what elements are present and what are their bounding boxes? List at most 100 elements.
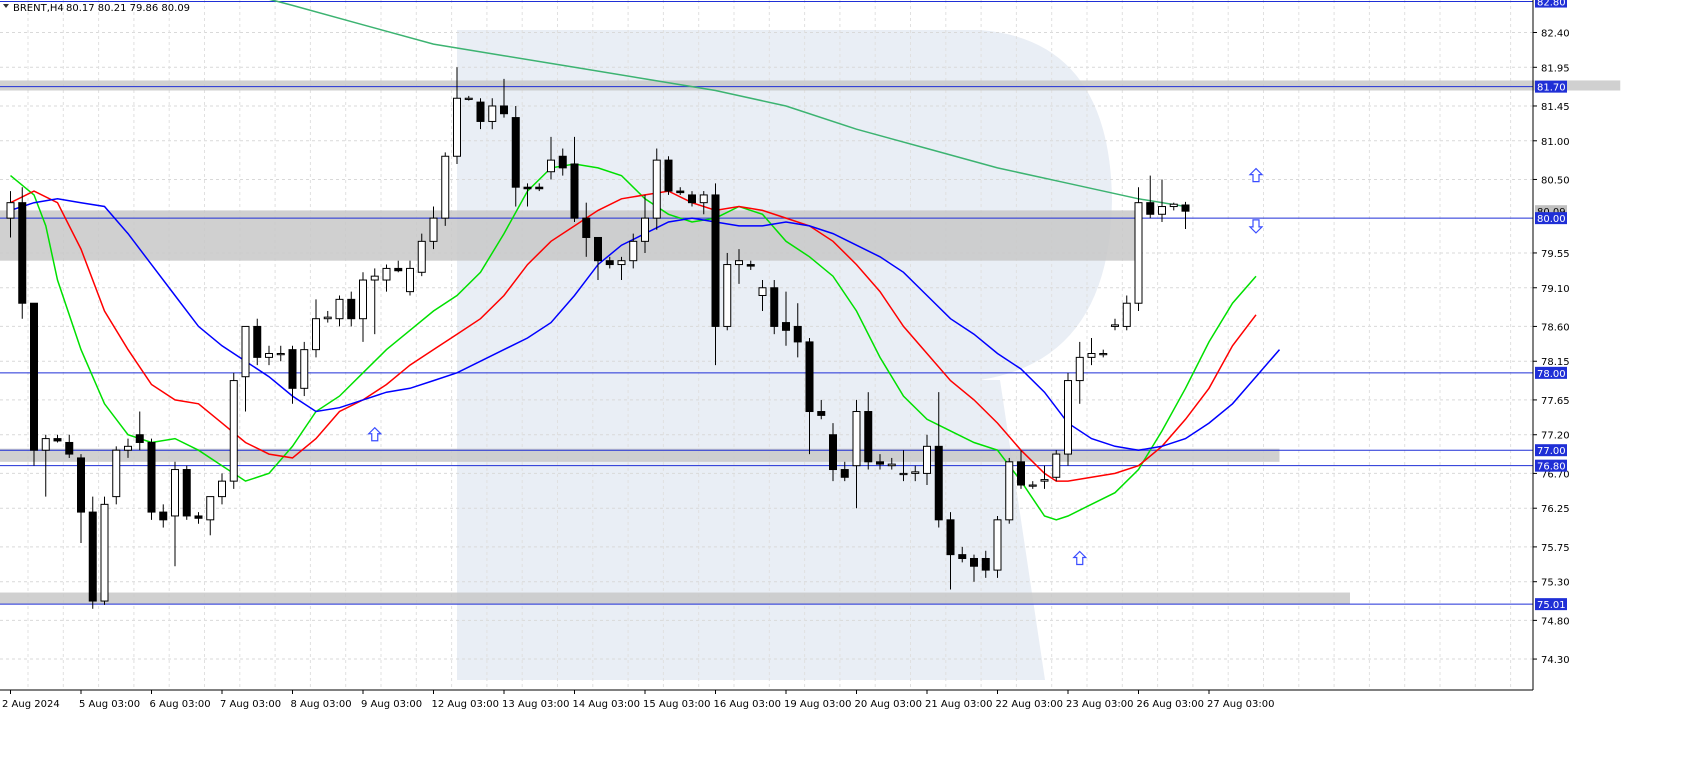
bull-candle [852, 411, 861, 467]
bear-candle [864, 411, 873, 463]
bull-candle [735, 260, 743, 266]
bear-candle [53, 438, 62, 442]
price-zone [0, 210, 1139, 261]
y-tick-label: 75.30 [1541, 578, 1570, 589]
bear-candle [394, 267, 403, 272]
bear-candle [30, 302, 38, 451]
bear-candle [253, 325, 262, 358]
symbol-label: BRENT,H4 [13, 3, 64, 14]
bear-candle [876, 461, 884, 465]
bull-candle [1158, 206, 1166, 215]
bear-candle [958, 554, 967, 559]
bull-candle [300, 349, 309, 389]
bear-candle [1146, 202, 1155, 215]
bull-candle [993, 519, 1002, 571]
price-zone [0, 448, 1280, 462]
bear-candle [805, 341, 814, 413]
x-tick-label: 12 Aug 03:00 [432, 699, 499, 710]
bear-candle [194, 515, 203, 519]
x-tick-label: 7 Aug 03:00 [220, 699, 281, 710]
bull-candle [406, 267, 414, 293]
bull-candle [652, 159, 661, 219]
bull-candle [359, 279, 367, 320]
arrow-up-icon [367, 426, 383, 442]
x-tick-label: 22 Aug 03:00 [996, 699, 1063, 710]
bull-candle [218, 480, 226, 498]
x-tick-label: 26 Aug 03:00 [1137, 699, 1204, 710]
bear-candle [65, 441, 74, 455]
bull-candle [382, 267, 391, 281]
x-tick-label: 2 Aug 2024 [2, 699, 60, 710]
arrow-up-icon [1248, 167, 1264, 183]
bear-candle [570, 163, 579, 219]
signal-arrows [367, 167, 1264, 566]
level-price-label: 80.00 [1537, 214, 1566, 225]
chart-header: BRENT,H4 80.17 80.21 79.86 80.09 [3, 3, 190, 14]
y-tick-label: 81.95 [1541, 63, 1570, 74]
y-tick-label: 82.40 [1541, 28, 1570, 39]
moving-average-line [10, 163, 1257, 521]
bull-candle [758, 287, 767, 296]
level-price-label: 77.00 [1537, 446, 1566, 457]
price-zone [0, 592, 1350, 605]
y-tick-label: 78.60 [1541, 322, 1570, 333]
bear-candle [558, 155, 567, 169]
bull-candle [1028, 484, 1037, 487]
level-price-label: 82.80 [1537, 0, 1566, 9]
y-tick-label: 78.15 [1541, 357, 1570, 368]
bear-candle [793, 325, 802, 343]
bear-candle [664, 159, 673, 192]
y-tick-label: 76.25 [1541, 504, 1570, 515]
bear-candle [981, 557, 990, 571]
bear-candle [77, 457, 85, 513]
bear-candle [711, 194, 720, 327]
bull-candle [699, 194, 708, 204]
bear-candle [182, 469, 191, 517]
x-tick-label: 8 Aug 03:00 [291, 699, 352, 710]
price-axis: 82.40 81.95 81.45 81.00 80.50 79.55 79.10 78.60… [0, 0, 1570, 691]
level-price-label-bg [1535, 444, 1567, 457]
bear-candle [605, 260, 614, 266]
bear-candle [347, 298, 356, 320]
bull-candle [911, 471, 920, 474]
grid [0, 0, 1533, 690]
bear-candle [147, 441, 156, 513]
bear-candle [88, 511, 97, 602]
level-price-label: 81.70 [1537, 83, 1566, 94]
arrow-down-icon [1248, 219, 1264, 234]
bear-candle [782, 322, 790, 331]
bear-candle [18, 202, 27, 304]
level-price-label-bg [1535, 80, 1567, 93]
y-tick-label: 75.75 [1541, 543, 1570, 554]
bear-candle [476, 101, 485, 122]
y-tick-label: 81.45 [1541, 102, 1570, 113]
dropdown-triangle-icon[interactable] [3, 4, 9, 8]
level-price-label-bg [1535, 212, 1567, 225]
x-tick-label: 15 Aug 03:00 [643, 699, 710, 710]
bull-candle [112, 449, 121, 498]
bear-candle [829, 434, 837, 471]
x-tick-label: 21 Aug 03:00 [925, 699, 992, 710]
bull-candle [1169, 203, 1178, 208]
level-price-label: 78.00 [1537, 369, 1566, 380]
bear-candle [500, 105, 508, 115]
x-tick-label: 6 Aug 03:00 [150, 699, 211, 710]
bear-candle [840, 469, 849, 478]
logo-watermark [457, 30, 1112, 680]
bull-candle [124, 445, 132, 451]
bear-candle [688, 194, 696, 204]
y-tick-label: 74.80 [1541, 616, 1570, 627]
bear-candle [159, 511, 168, 521]
bull-candle [276, 353, 285, 356]
x-tick-label: 5 Aug 03:00 [79, 699, 140, 710]
bull-candle [1075, 356, 1084, 382]
level-price-label: 75.01 [1537, 600, 1566, 611]
level-price-label-bg [1535, 366, 1567, 379]
x-tick-label: 19 Aug 03:00 [784, 699, 851, 710]
bull-candle [923, 445, 931, 474]
x-tick-label: 16 Aug 03:00 [714, 699, 781, 710]
bull-candle [617, 260, 626, 266]
bull-candle [488, 105, 497, 122]
